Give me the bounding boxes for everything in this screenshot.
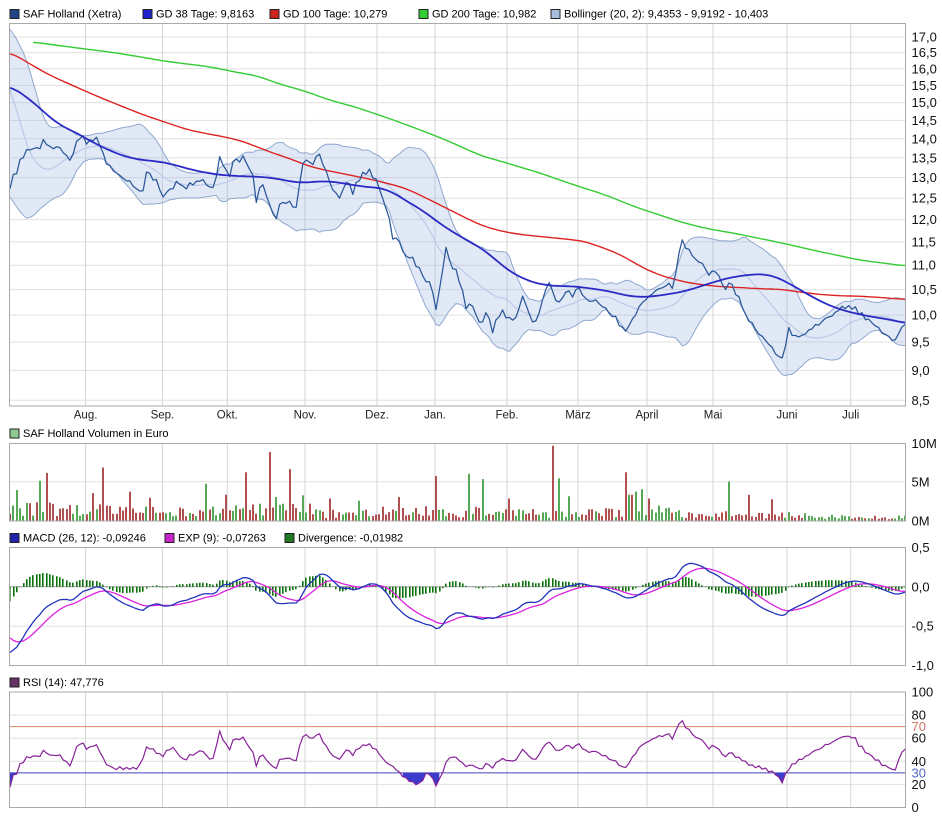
svg-text:Bollinger (20, 2): 9,4353 - 9,: Bollinger (20, 2): 9,4353 - 9,9192 - 10,… [564,9,768,21]
svg-text:0: 0 [912,800,919,815]
svg-text:MACD (26, 12): -0,09246: MACD (26, 12): -0,09246 [23,533,146,545]
svg-text:8,5: 8,5 [912,393,930,408]
svg-text:70: 70 [912,719,926,734]
svg-text:GD 200 Tage: 10,982: GD 200 Tage: 10,982 [432,9,536,21]
svg-text:Juni: Juni [776,410,797,422]
svg-text:Juli: Juli [842,410,859,422]
svg-text:0,0: 0,0 [912,579,930,594]
svg-text:Dez.: Dez. [365,410,389,422]
svg-text:RSI (14): 47,776: RSI (14): 47,776 [23,677,104,689]
svg-text:GD 38 Tage: 9,8163: GD 38 Tage: 9,8163 [156,9,254,21]
svg-text:5M: 5M [912,474,930,489]
svg-text:11,0: 11,0 [912,258,936,273]
svg-text:-1,0: -1,0 [912,658,934,673]
svg-text:16,0: 16,0 [912,61,937,76]
svg-text:0M: 0M [912,514,930,529]
svg-text:GD 100 Tage: 10,279: GD 100 Tage: 10,279 [283,9,387,21]
svg-text:Nov.: Nov. [294,410,317,422]
svg-text:10,0: 10,0 [912,308,937,323]
svg-text:Okt.: Okt. [217,410,238,422]
svg-text:80: 80 [912,708,926,723]
svg-text:10,5: 10,5 [912,282,937,297]
svg-text:15,5: 15,5 [912,78,937,93]
svg-text:10M: 10M [912,436,937,451]
svg-text:März: März [565,410,591,422]
svg-text:SAF Holland Volumen in Euro: SAF Holland Volumen in Euro [23,428,169,440]
svg-text:11,5: 11,5 [912,234,936,249]
svg-text:17,0: 17,0 [912,30,937,45]
svg-text:20: 20 [912,777,926,792]
svg-text:-0,5: -0,5 [912,619,934,634]
svg-text:Jan.: Jan. [424,410,446,422]
svg-text:Mai: Mai [704,410,723,422]
svg-text:EXP (9): -0,07263: EXP (9): -0,07263 [178,533,266,545]
svg-text:30: 30 [912,765,926,780]
svg-text:13,0: 13,0 [912,170,937,185]
svg-text:60: 60 [912,731,926,746]
svg-text:9,5: 9,5 [912,335,930,350]
svg-text:100: 100 [912,685,934,700]
svg-text:40: 40 [912,754,926,769]
svg-text:15,0: 15,0 [912,95,937,110]
svg-text:12,0: 12,0 [912,212,937,227]
svg-text:14,5: 14,5 [912,113,937,128]
svg-text:Divergence: -0,01982: Divergence: -0,01982 [298,533,403,545]
svg-text:12,5: 12,5 [912,191,937,206]
svg-text:9,0: 9,0 [912,363,930,378]
svg-text:14,0: 14,0 [912,131,937,146]
svg-text:Sep.: Sep. [151,410,175,422]
svg-text:13,5: 13,5 [912,150,937,165]
svg-text:Feb.: Feb. [495,410,518,422]
svg-text:April: April [635,410,658,422]
svg-text:SAF Holland (Xetra): SAF Holland (Xetra) [23,9,121,21]
svg-text:0,5: 0,5 [912,540,930,555]
svg-text:16,5: 16,5 [912,45,937,60]
svg-text:Aug.: Aug. [74,410,98,422]
